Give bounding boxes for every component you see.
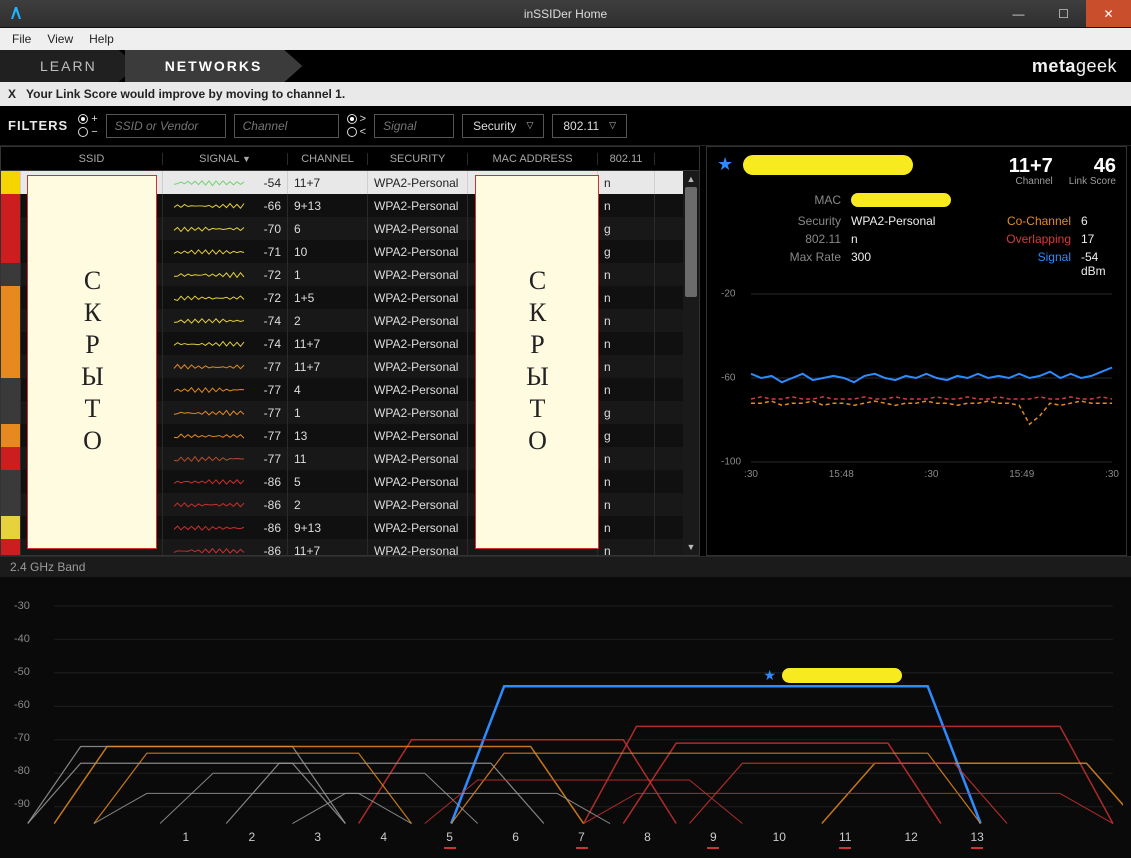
- detail-overlap-label: Overlapping: [961, 232, 1071, 246]
- filter-signal-radio[interactable]: > <: [347, 113, 366, 138]
- brand-logo: metageek: [1018, 50, 1131, 82]
- star-icon[interactable]: ★: [717, 155, 733, 173]
- menu-bar: File View Help: [0, 28, 1131, 50]
- table-row[interactable]: -774WPA2-Personaln: [1, 378, 699, 401]
- table-row[interactable]: -8611+7WPA2-Personaln: [1, 539, 699, 555]
- detail-maxrate-value: 300: [851, 250, 951, 278]
- table-row[interactable]: -721+5WPA2-Personaln: [1, 286, 699, 309]
- detail-security-value: WPA2-Personal: [851, 214, 951, 228]
- filter-std-dropdown[interactable]: 802.11▽: [552, 114, 627, 138]
- table-row[interactable]: -706WPA2-Personalg: [1, 217, 699, 240]
- table-row[interactable]: -7110WPA2-Personalg: [1, 240, 699, 263]
- table-row[interactable]: -669+13WPA2-Personaln: [1, 194, 699, 217]
- scroll-up-icon[interactable]: ▲: [683, 171, 699, 187]
- detail-std-label: 802.11: [751, 232, 841, 246]
- filter-ssid-input[interactable]: [106, 114, 226, 138]
- tip-close-button[interactable]: X: [8, 87, 16, 101]
- filters-row: FILTERS + − > < Security▽ 802.11▽: [0, 106, 1131, 146]
- band-ssid-redacted: [782, 668, 902, 683]
- col-std[interactable]: 802.11: [598, 153, 655, 165]
- table-header: SSID SIGNAL CHANNEL SECURITY MAC ADDRESS…: [1, 147, 699, 171]
- tabs-row: LEARN NETWORKS metageek: [0, 50, 1131, 82]
- brand-right: geek: [1076, 56, 1117, 77]
- tab-learn[interactable]: LEARN: [0, 50, 137, 82]
- chevron-down-icon: ▽: [526, 120, 533, 131]
- filter-security-dropdown[interactable]: Security▽: [462, 114, 544, 138]
- band-section: 2.4 GHz Band -30-40-50-60-70-80-90123456…: [0, 556, 1131, 858]
- detail-channel-label: Channel: [1009, 176, 1053, 187]
- table-row[interactable]: -7711+7WPA2-Personaln: [1, 355, 699, 378]
- table-row[interactable]: -721WPA2-Personaln: [1, 263, 699, 286]
- band-chart: -30-40-50-60-70-80-9012345678910111213★: [4, 583, 1123, 852]
- detail-channel-value: 11+7: [1009, 155, 1053, 178]
- col-security[interactable]: SECURITY: [368, 153, 468, 165]
- col-signal[interactable]: SIGNAL: [163, 153, 288, 165]
- filters-label: FILTERS: [8, 118, 68, 133]
- star-icon: ★: [763, 667, 776, 684]
- detail-pane: ★ 11+7 Channel 46 Link Score MAC Securit…: [706, 146, 1127, 556]
- chevron-down-icon: ▽: [609, 120, 616, 131]
- menu-help[interactable]: Help: [81, 32, 122, 46]
- scroll-thumb[interactable]: [685, 187, 697, 297]
- window-close-button[interactable]: ✕: [1086, 0, 1131, 27]
- detail-signal-value: -54 dBm: [1081, 250, 1116, 278]
- menu-view[interactable]: View: [39, 32, 81, 46]
- window-title: inSSIDer Home: [0, 7, 1131, 21]
- networks-table: SSID SIGNAL CHANNEL SECURITY MAC ADDRESS…: [0, 146, 700, 556]
- detail-security-label: Security: [751, 214, 841, 228]
- band-selected-label: ★: [763, 667, 902, 684]
- table-row[interactable]: -771WPA2-Personalg: [1, 401, 699, 424]
- col-mac[interactable]: MAC ADDRESS: [468, 153, 598, 165]
- detail-cochannel-value: 6: [1081, 214, 1116, 228]
- table-scrollbar[interactable]: ▲ ▼: [683, 171, 699, 555]
- table-row[interactable]: -742WPA2-Personaln: [1, 309, 699, 332]
- filter-include-radio[interactable]: + −: [78, 113, 97, 138]
- scroll-down-icon[interactable]: ▼: [683, 539, 699, 555]
- table-row[interactable]: -7711WPA2-Personaln: [1, 447, 699, 470]
- app-icon: [8, 6, 24, 22]
- table-row[interactable]: -865WPA2-Personaln: [1, 470, 699, 493]
- detail-signal-label: Signal: [961, 250, 1071, 278]
- tip-bar: X Your Link Score would improve by movin…: [0, 82, 1131, 106]
- table-row[interactable]: -862WPA2-Personaln: [1, 493, 699, 516]
- signal-history-chart: -20-60-100:3015:48:3015:49:30: [717, 290, 1116, 480]
- detail-cochannel-label: Co-Channel: [961, 214, 1071, 228]
- filter-signal-input[interactable]: [374, 114, 454, 138]
- detail-ssid-redacted: [743, 155, 913, 175]
- tab-networks[interactable]: NETWORKS: [125, 50, 303, 82]
- detail-linkscore-label: Link Score: [1069, 176, 1116, 187]
- detail-mac-label: MAC: [751, 193, 841, 210]
- col-ssid[interactable]: SSID: [21, 153, 163, 165]
- detail-mac-redacted: [851, 193, 951, 207]
- menu-file[interactable]: File: [4, 32, 39, 46]
- table-row[interactable]: -7713WPA2-Personalg: [1, 424, 699, 447]
- detail-linkscore-value: 46: [1069, 155, 1116, 178]
- detail-std-value: n: [851, 232, 951, 246]
- title-bar: inSSIDer Home — ☐ ✕: [0, 0, 1131, 28]
- detail-maxrate-label: Max Rate: [751, 250, 841, 278]
- table-row[interactable]: -7411+7WPA2-Personaln: [1, 332, 699, 355]
- col-channel[interactable]: CHANNEL: [288, 153, 368, 165]
- filter-channel-input[interactable]: [234, 114, 339, 138]
- table-row[interactable]: -5411+7WPA2-Personaln: [1, 171, 699, 194]
- window-maximize-button[interactable]: ☐: [1041, 0, 1086, 27]
- detail-overlap-value: 17: [1081, 232, 1116, 246]
- window-minimize-button[interactable]: —: [996, 0, 1041, 27]
- band-label: 2.4 GHz Band: [10, 560, 85, 574]
- tip-text: Your Link Score would improve by moving …: [26, 87, 345, 101]
- brand-left: meta: [1032, 56, 1076, 77]
- table-row[interactable]: -869+13WPA2-Personaln: [1, 516, 699, 539]
